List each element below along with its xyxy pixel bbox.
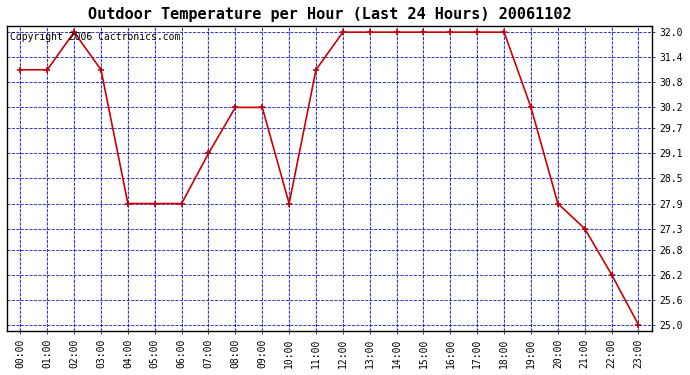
- Title: Outdoor Temperature per Hour (Last 24 Hours) 20061102: Outdoor Temperature per Hour (Last 24 Ho…: [88, 7, 571, 22]
- Text: Copyright 2006 Cactronics.com: Copyright 2006 Cactronics.com: [10, 32, 181, 42]
